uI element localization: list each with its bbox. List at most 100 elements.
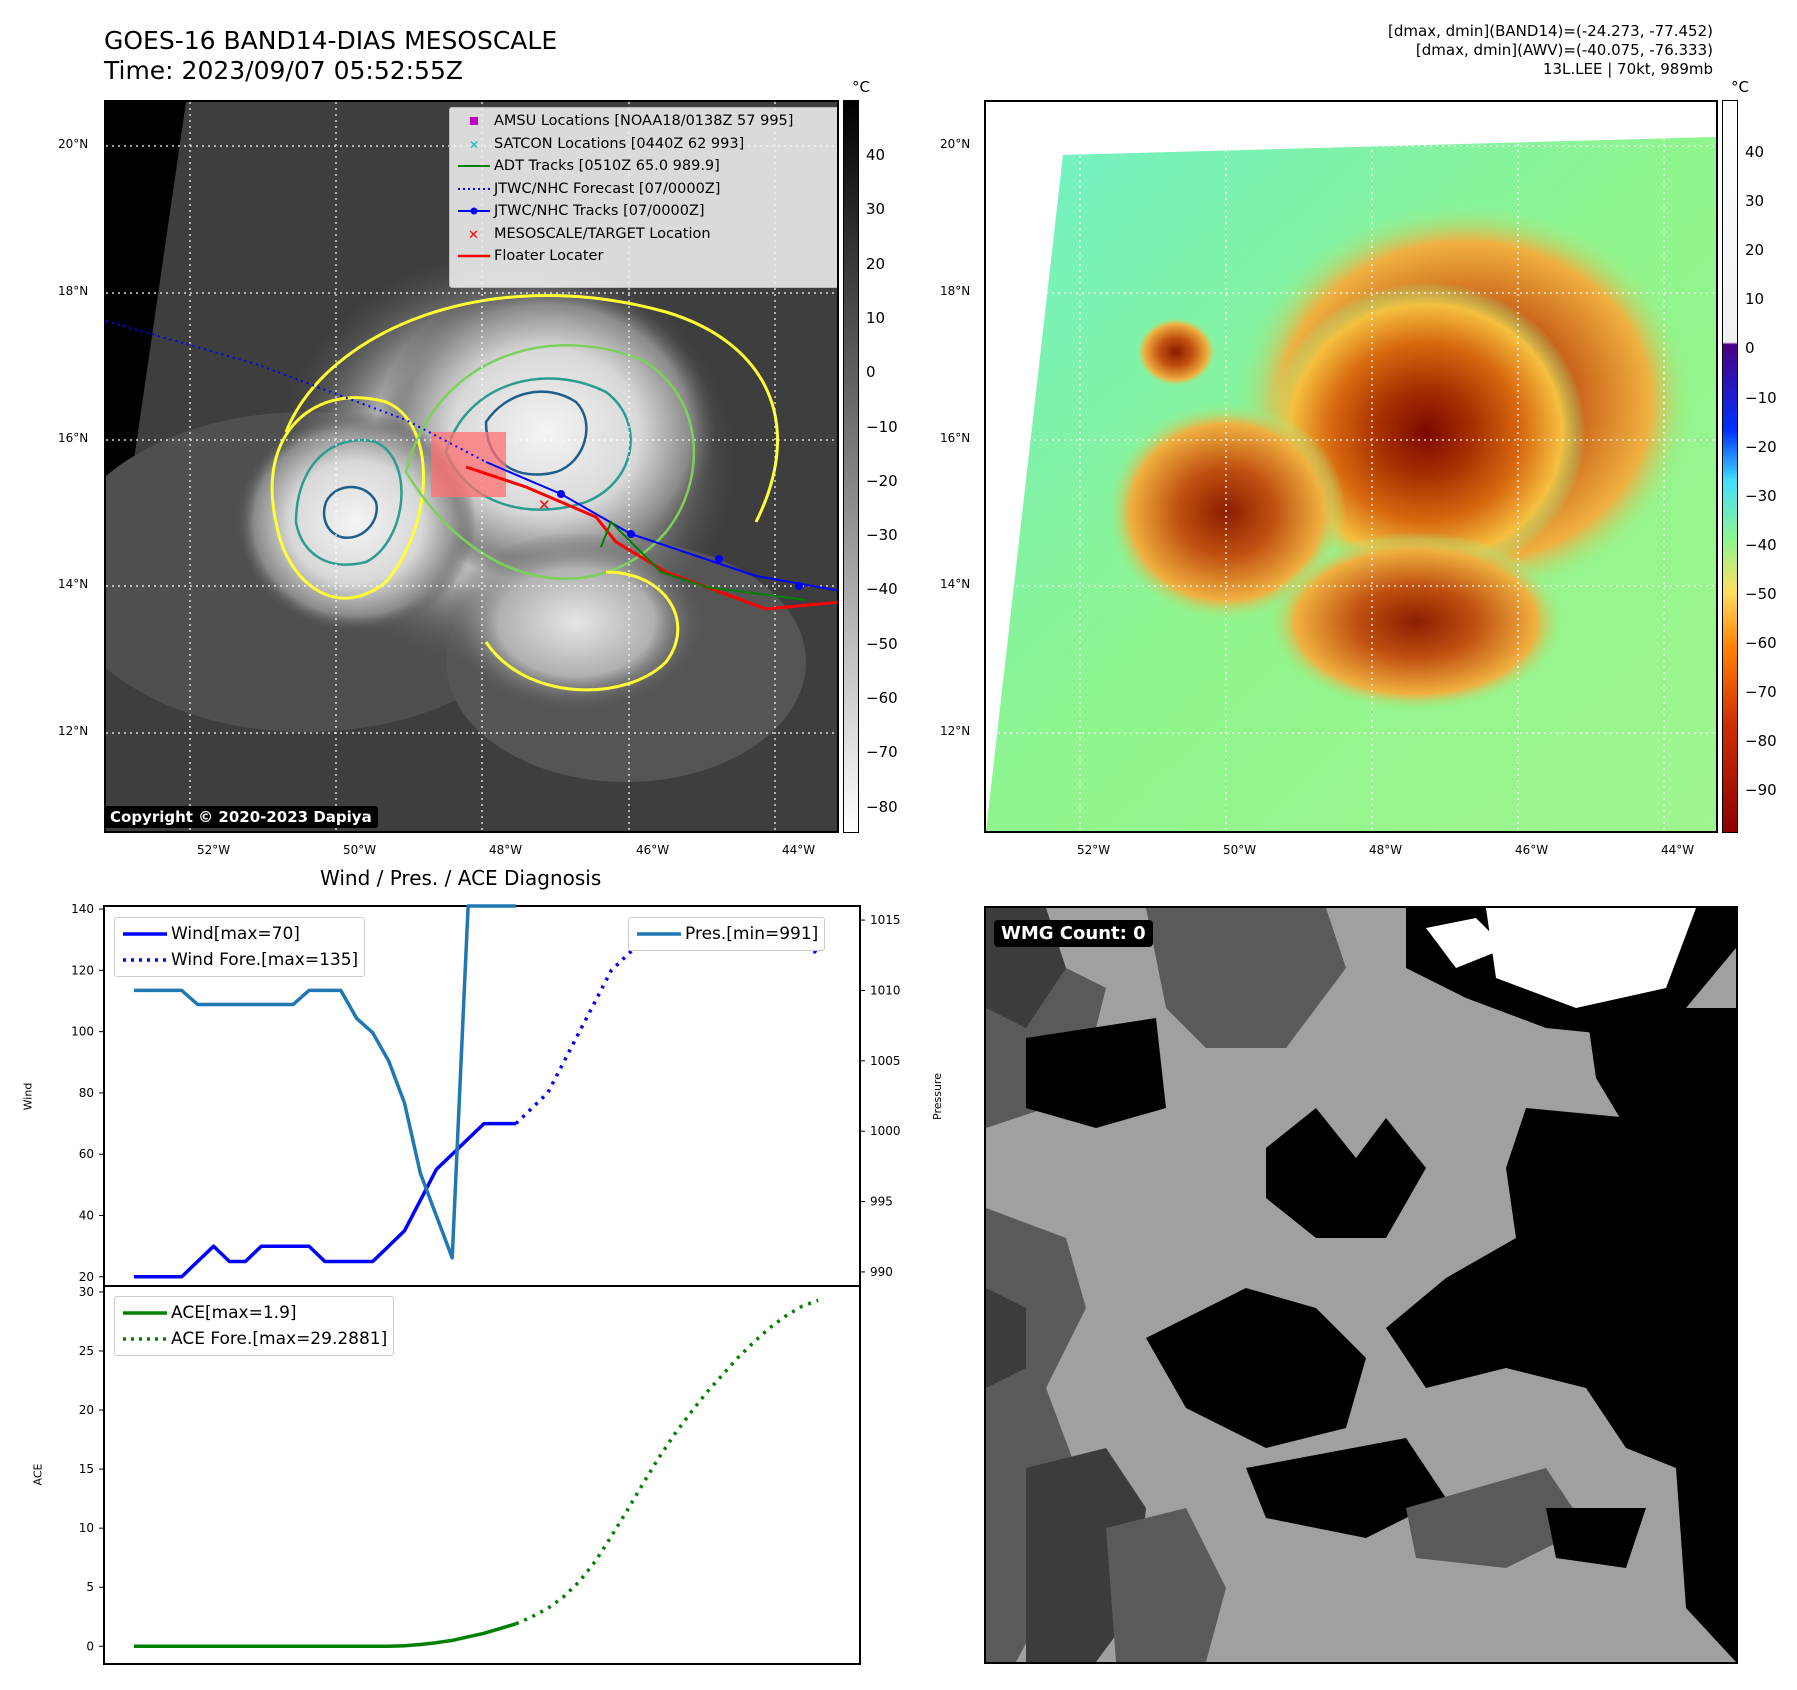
forecast-track bbox=[106, 320, 487, 463]
y-tick-label: 140 bbox=[71, 902, 94, 916]
info-line-1: [dmax, dmin](BAND14)=(-24.273, -77.452) bbox=[1388, 22, 1713, 40]
ir-colorbar-tick-label: −10 bbox=[866, 417, 898, 436]
y-right-tick-label: 1015 bbox=[870, 913, 901, 927]
lon-tick-label: 52°W bbox=[197, 843, 231, 857]
awv-colorbar-tick-label: −30 bbox=[1745, 486, 1777, 505]
series-line-0 bbox=[134, 1121, 516, 1279]
lat-tick-label: 12°N bbox=[58, 724, 89, 738]
lon-tick-label: 48°W bbox=[489, 843, 523, 857]
lon-tick-label: 46°W bbox=[1515, 843, 1549, 857]
title-line-2: Time: 2023/09/07 05:52:55Z bbox=[104, 56, 463, 85]
y-right-tick-label: 995 bbox=[870, 1195, 893, 1209]
lat-tick-label: 14°N bbox=[940, 577, 971, 591]
wind-legend: Wind[max=70] Wind Fore.[max=135] bbox=[114, 917, 366, 977]
lon-tick-label: 50°W bbox=[343, 843, 377, 857]
lon-tick-label: 44°W bbox=[782, 843, 816, 857]
y-tick-label: 120 bbox=[71, 963, 94, 977]
ir-map-legend: AMSU Locations [NOAA18/0138Z 57 995] ✕ SA… bbox=[449, 107, 837, 288]
lon-tick-label: 46°W bbox=[636, 843, 670, 857]
ir-colorbar-tick-label: −40 bbox=[866, 580, 898, 599]
awv-colorbar-tick-label: 20 bbox=[1745, 241, 1765, 260]
awv-colorbar-tick-label: −60 bbox=[1745, 634, 1777, 652]
wmg-count-label: WMG Count: 0 bbox=[994, 920, 1153, 947]
ace-legend: ACE[max=1.9] ACE Fore.[max=29.2881] bbox=[114, 1296, 395, 1356]
wmg-panel[interactable] bbox=[984, 906, 1738, 1664]
y-tick-label: 5 bbox=[86, 1580, 94, 1594]
ir-colorbar-tick-label: 40 bbox=[866, 146, 886, 164]
legend-adt: ADT Tracks [0510Z 65.0 989.9] bbox=[458, 158, 720, 175]
ir-colorbar-tick-label: 20 bbox=[866, 254, 886, 273]
y-right-tick-label: 990 bbox=[870, 1265, 893, 1279]
ace-fore-legend-label: ACE Fore.[max=29.2881] bbox=[171, 1329, 388, 1349]
awv-colorbar-tick-label: −40 bbox=[1745, 535, 1777, 554]
ir-colorbar-tick-label: −80 bbox=[866, 797, 898, 816]
wind-legend-label: Wind[max=70] bbox=[171, 924, 300, 944]
awv-colorbar-unit: °C bbox=[1731, 78, 1749, 96]
y-tick-label: 20 bbox=[79, 1403, 94, 1417]
ace-axis-label: ACE bbox=[31, 1463, 45, 1486]
y-tick-label: 40 bbox=[79, 1209, 94, 1223]
lon-tick-label: 52°W bbox=[1077, 843, 1111, 857]
floater-box bbox=[431, 432, 506, 497]
pressure-legend-label: Pres.[min=991] bbox=[685, 924, 819, 944]
ir-map-panel[interactable]: ✕ AMSU Locations [NOAA18/0138Z 57 995] ✕… bbox=[104, 100, 839, 833]
ir-colorbar-tick-label: 10 bbox=[866, 308, 886, 327]
awv-colorbar-tick-label: −50 bbox=[1745, 584, 1777, 603]
lat-tick-label: 20°N bbox=[58, 137, 89, 151]
series-line-0 bbox=[134, 1622, 517, 1649]
lon-tick-label: 44°W bbox=[1661, 843, 1695, 857]
awv-colorbar-tick-label: −80 bbox=[1745, 732, 1777, 751]
legend-floater: Floater Locater bbox=[458, 248, 604, 265]
lat-tick-label: 12°N bbox=[940, 724, 971, 738]
awv-colorbar-tick-label: −70 bbox=[1745, 683, 1777, 702]
pressure-axis-label: Pressure bbox=[930, 1073, 944, 1120]
awv-colorbar-tick-label: 0 bbox=[1745, 339, 1755, 358]
storm-info: [dmax, dmin](BAND14)=(-24.273, -77.452) … bbox=[1388, 22, 1713, 79]
y-tick-label: 80 bbox=[79, 1086, 94, 1100]
awv-colorbar bbox=[1722, 100, 1738, 833]
floater-track bbox=[465, 465, 837, 611]
series-line-2 bbox=[134, 904, 516, 1260]
lat-tick-label: 14°N bbox=[58, 577, 89, 591]
lon-tick-label: 48°W bbox=[1369, 843, 1403, 857]
lat-tick-label: 16°N bbox=[940, 431, 971, 445]
svg-text:✕: ✕ bbox=[468, 228, 479, 243]
wind-fore-legend-label: Wind Fore.[max=135] bbox=[171, 950, 359, 970]
ir-colorbar bbox=[843, 100, 859, 833]
awv-colorbar-tick-label: 10 bbox=[1745, 290, 1765, 309]
title-line-1: GOES-16 BAND14-DIAS MESOSCALE bbox=[104, 26, 558, 55]
svg-text:✕: ✕ bbox=[469, 138, 479, 152]
lat-tick-label: 18°N bbox=[58, 284, 89, 298]
y-tick-label: 30 bbox=[79, 1285, 94, 1299]
copyright-badge: Copyright © 2020-2023 Dapiya bbox=[104, 806, 378, 828]
legend-tracks: JTWC/NHC Tracks [07/0000Z] bbox=[454, 200, 836, 223]
legend-satcon: ✕ SATCON Locations [0440Z 62 993] bbox=[469, 135, 745, 152]
legend-target: ✕ MESOSCALE/TARGET Location bbox=[468, 225, 711, 243]
awv-map-panel[interactable] bbox=[984, 100, 1718, 833]
wmg-image bbox=[986, 908, 1736, 1662]
lat-tick-label: 18°N bbox=[940, 284, 971, 298]
wind-axis-label: Wind bbox=[21, 1082, 35, 1111]
pressure-legend: Pres.[min=991] bbox=[628, 917, 826, 951]
figure-title: GOES-16 BAND14-DIAS MESOSCALE Time: 2023… bbox=[104, 26, 557, 86]
ir-colorbar-tick-label: 0 bbox=[866, 363, 876, 382]
awv-colorbar-tick-label: 30 bbox=[1745, 192, 1765, 211]
svg-text:✕: ✕ bbox=[538, 496, 551, 514]
ir-colorbar-tick-label: −50 bbox=[866, 634, 898, 653]
lat-tick-label: 16°N bbox=[58, 431, 89, 445]
ir-colorbar-tick-label: −70 bbox=[866, 743, 898, 762]
y-right-tick-label: 1000 bbox=[870, 1124, 901, 1138]
awv-colorbar-tick-label: −10 bbox=[1745, 388, 1777, 407]
info-line-3: 13L.LEE | 70kt, 989mb bbox=[1542, 60, 1713, 78]
y-tick-label: 20 bbox=[79, 1270, 94, 1284]
y-tick-label: 0 bbox=[86, 1639, 94, 1653]
awv-colorbar-tick-label: −90 bbox=[1745, 781, 1777, 800]
y-tick-label: 100 bbox=[71, 1025, 94, 1039]
legend-forecast: JTWC/NHC Forecast [07/0000Z] bbox=[458, 180, 721, 197]
y-tick-label: 10 bbox=[79, 1521, 94, 1535]
y-tick-label: 60 bbox=[79, 1147, 94, 1161]
y-right-tick-label: 1010 bbox=[870, 983, 901, 997]
diagnosis-title: Wind / Pres. / ACE Diagnosis bbox=[320, 866, 602, 890]
awv-colorbar-tick-label: 40 bbox=[1745, 143, 1765, 161]
legend-amsu: AMSU Locations [NOAA18/0138Z 57 995] bbox=[454, 110, 836, 133]
